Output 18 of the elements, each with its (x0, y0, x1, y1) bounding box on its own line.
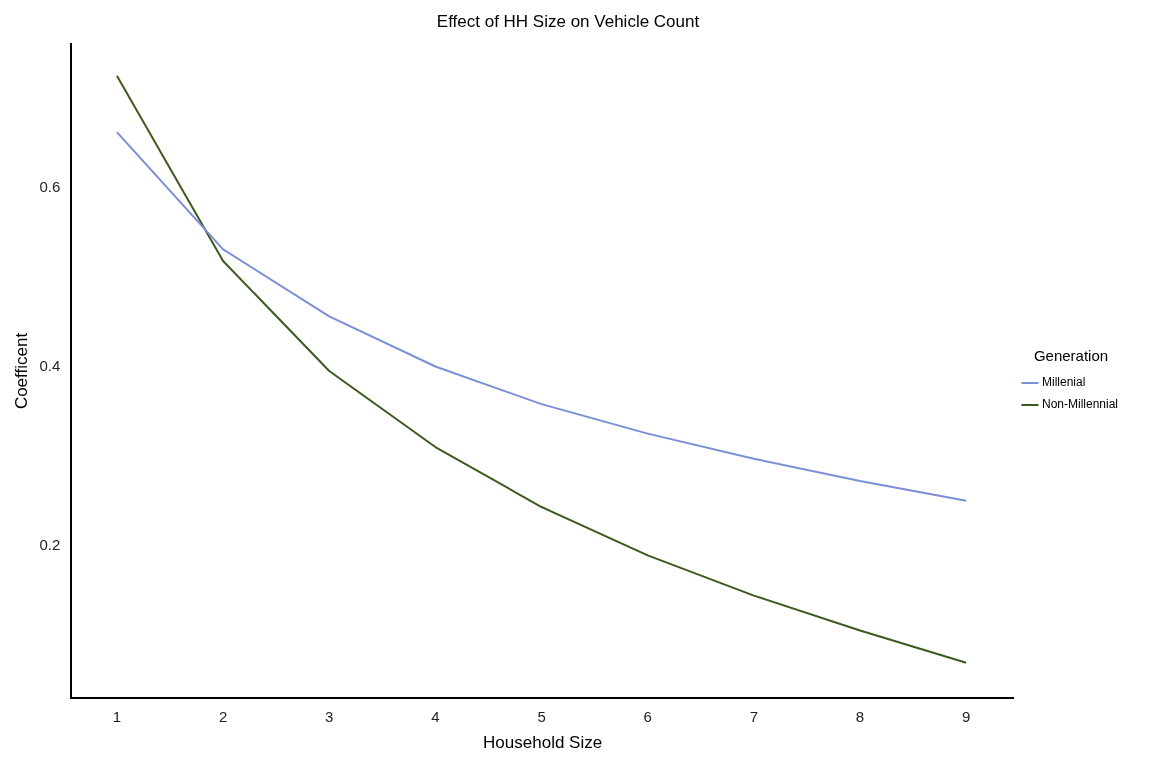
x-tick-label: 3 (325, 707, 334, 725)
x-tick-label: 2 (218, 707, 228, 725)
legend-label: Millenial (1041, 375, 1086, 390)
chart-title: Effect of HH Size on Vehicle Count (436, 11, 700, 31)
x-tick-label: 9 (962, 707, 971, 725)
legend-title: Generation (1033, 346, 1109, 364)
x-tick-label: 5 (537, 707, 546, 725)
x-tick-label: 7 (749, 707, 759, 725)
x-tick-label: 6 (643, 707, 652, 725)
y-axis-title: Coefficent (11, 332, 31, 410)
x-tick-label: 4 (431, 707, 440, 725)
legend-label: Non-Millennial (1041, 397, 1118, 412)
x-axis-title: Household Size (483, 733, 603, 753)
x-tick-label: 1 (112, 707, 122, 725)
y-tick-label: 0.4 (39, 356, 61, 374)
y-tick-label: 0.2 (39, 535, 61, 553)
x-tick-label: 8 (855, 707, 865, 725)
y-tick-label: 0.6 (39, 177, 61, 195)
